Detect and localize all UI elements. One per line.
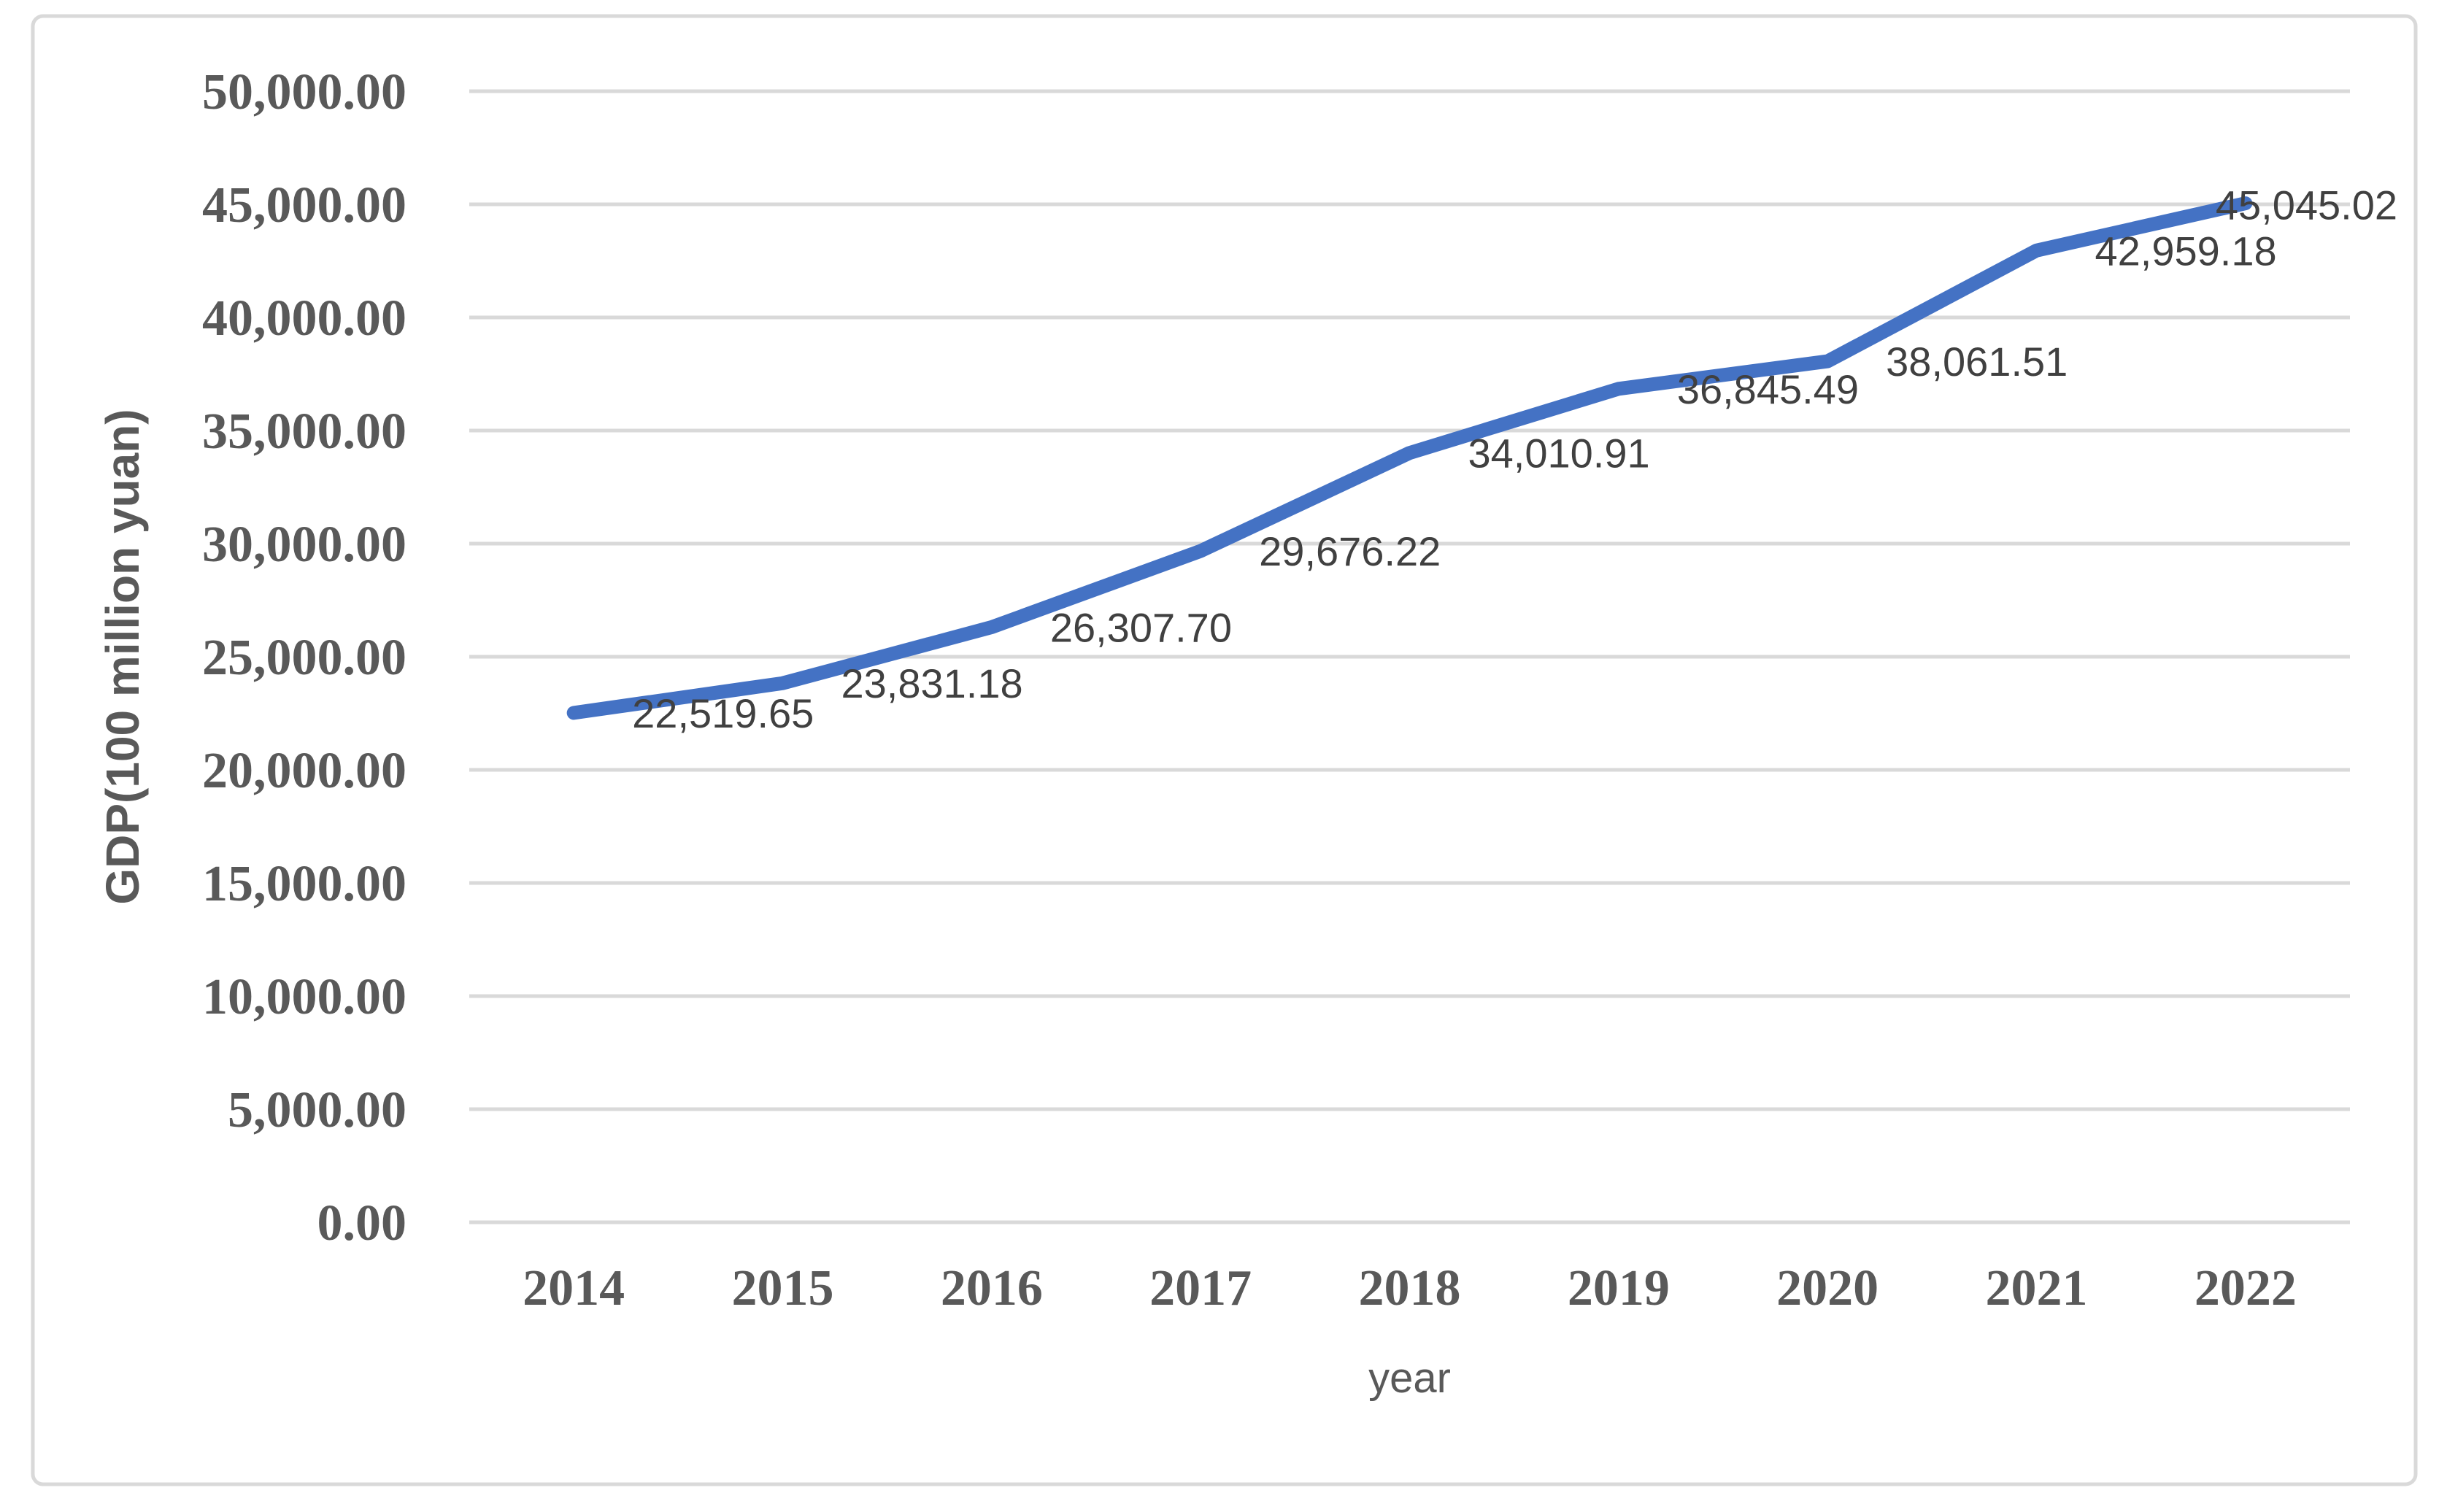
series-line-gdp	[566, 196, 2253, 720]
y-tick-label: 15,000.00	[202, 856, 406, 912]
y-tick-label: 35,000.00	[202, 404, 406, 460]
x-tick-label: 2022	[2195, 1260, 2297, 1316]
data-label: 23,831.18	[841, 660, 1023, 706]
data-label: 26,307.70	[1050, 604, 1232, 650]
y-tick-label: 40,000.00	[202, 290, 406, 347]
y-tick-label: 45,000.00	[202, 177, 406, 234]
data-label: 34,010.91	[1468, 431, 1650, 477]
x-tick-label: 2014	[523, 1260, 625, 1316]
x-tick-label: 2017	[1149, 1260, 1252, 1316]
y-tick-label: 10,000.00	[202, 969, 406, 1025]
data-label: 29,676.22	[1259, 528, 1441, 574]
x-tick-label: 2015	[732, 1260, 834, 1316]
data-label: 42,959.18	[2095, 228, 2277, 274]
data-label: 22,519.65	[632, 690, 814, 736]
y-tick-label: 50,000.00	[202, 64, 406, 120]
x-tick-label: 2019	[1568, 1260, 1670, 1316]
chart-frame-border	[31, 14, 2418, 1486]
x-tick-label: 2021	[1986, 1260, 2088, 1316]
x-tick-label: 2018	[1359, 1260, 1461, 1316]
data-label: 45,045.02	[2216, 182, 2397, 228]
x-tick-label: 2020	[1776, 1260, 1879, 1316]
data-label: 38,061.51	[1886, 339, 2068, 385]
data-label: 36,845.49	[1677, 366, 1859, 412]
x-axis-title: year	[1368, 1354, 1451, 1402]
y-tick-label: 25,000.00	[202, 630, 406, 686]
x-tick-label: 2016	[941, 1260, 1043, 1316]
y-tick-label: 0.00	[317, 1195, 407, 1251]
y-tick-label: 20,000.00	[202, 743, 406, 799]
y-axis-title: GDP(100 million yuan)	[96, 409, 149, 904]
y-tick-label: 30,000.00	[202, 517, 406, 573]
y-tick-label: 5,000.00	[228, 1082, 406, 1138]
